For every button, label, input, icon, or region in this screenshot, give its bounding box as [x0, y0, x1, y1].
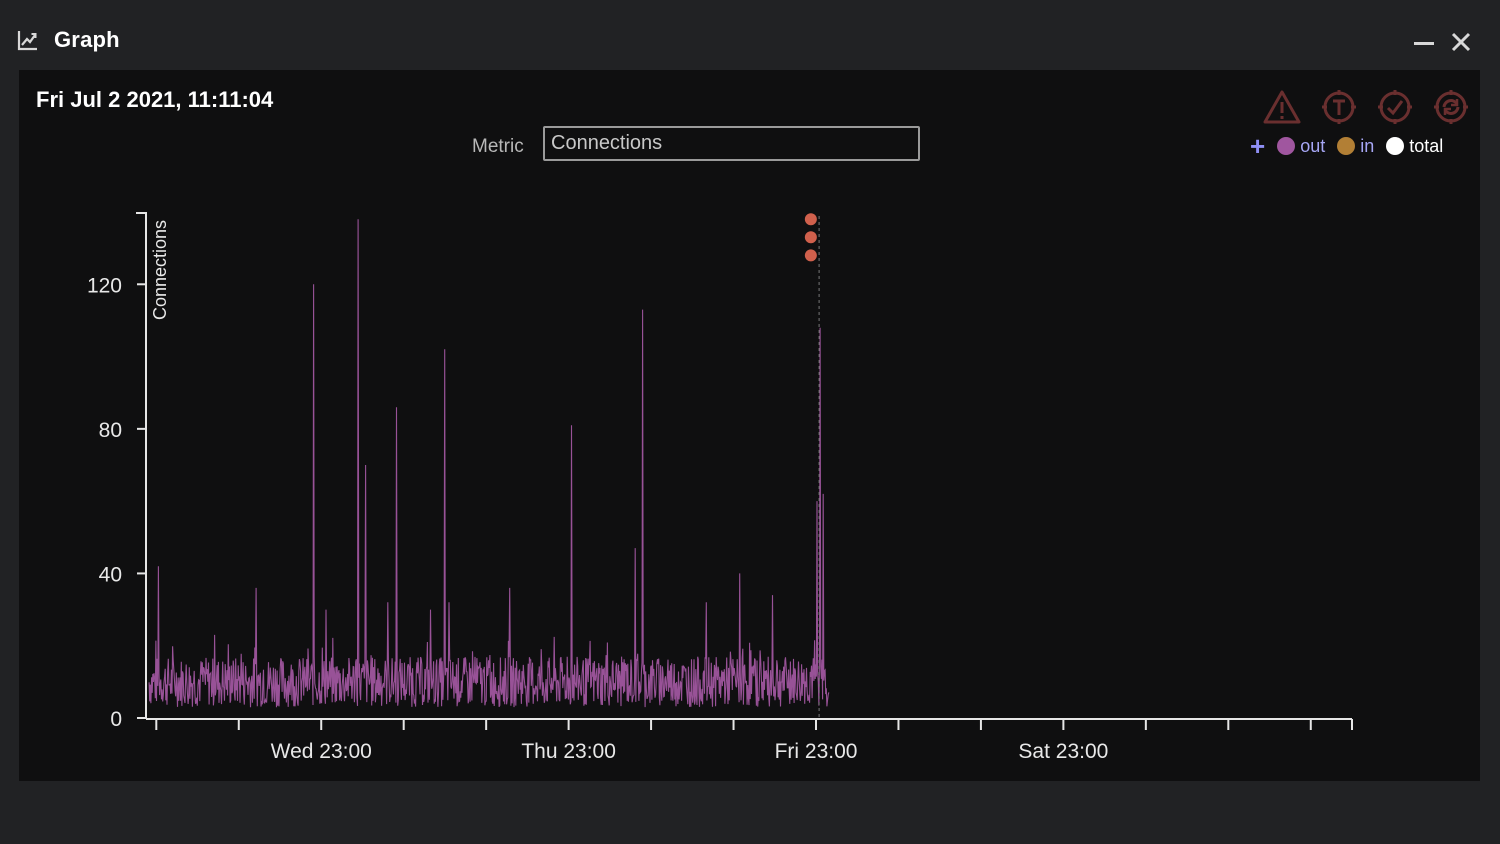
- event-marker: [804, 231, 817, 244]
- x-tick-label: Wed 23:00: [271, 740, 372, 763]
- y-tick-label: 120: [87, 274, 122, 297]
- add-series-button[interactable]: +: [1250, 131, 1266, 161]
- line-chart-icon: [17, 31, 37, 51]
- graph-panel: Fri Jul 2 2021, 11:11:04 Metric + out in: [19, 70, 1480, 781]
- y-tick-label: 80: [99, 419, 122, 442]
- metric-input[interactable]: [543, 126, 920, 161]
- minimize-icon[interactable]: [1412, 30, 1436, 54]
- refresh-icon[interactable]: [1432, 88, 1470, 126]
- check-icon[interactable]: [1376, 88, 1414, 126]
- metric-label: Metric: [472, 136, 524, 157]
- x-tick-label: Thu 23:00: [521, 740, 616, 763]
- x-tick-label: Sat 23:00: [1018, 740, 1108, 763]
- legend-label-in: in: [1360, 135, 1375, 156]
- thread-icon[interactable]: [1320, 88, 1358, 126]
- close-icon[interactable]: [1449, 30, 1473, 54]
- window-title: Graph: [54, 27, 120, 52]
- legend-label-total: total: [1409, 135, 1444, 156]
- legend-label-out: out: [1300, 135, 1326, 156]
- warning-icon[interactable]: [1263, 88, 1301, 126]
- timestamp: Fri Jul 2 2021, 11:11:04: [36, 87, 274, 112]
- legend-swatch-total: [1386, 137, 1405, 155]
- x-tick-label: Fri 23:00: [775, 740, 858, 763]
- y-axis-label: Connections: [150, 220, 170, 320]
- series-out-line: [148, 219, 830, 708]
- y-tick-label: 40: [99, 563, 122, 586]
- legend-item-out[interactable]: out: [1277, 136, 1325, 157]
- legend-item-in[interactable]: in: [1337, 136, 1374, 157]
- y-tick-label: 0: [110, 708, 122, 731]
- event-marker: [804, 249, 817, 262]
- legend: + out in total: [1250, 133, 1455, 159]
- legend-swatch-in: [1337, 137, 1356, 155]
- title-bar: Graph: [0, 0, 1500, 70]
- legend-swatch-out: [1277, 137, 1296, 155]
- event-marker: [804, 213, 817, 226]
- legend-item-total[interactable]: total: [1386, 136, 1443, 157]
